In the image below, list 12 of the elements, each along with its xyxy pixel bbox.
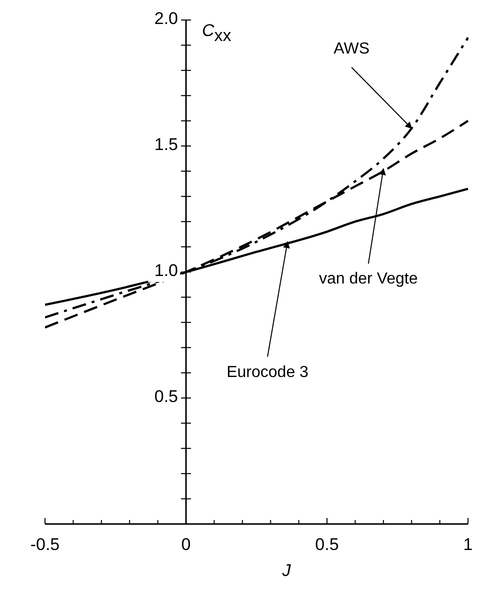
y-tick-label: 2.0	[154, 9, 178, 28]
annotation: van der Vegte	[319, 270, 418, 288]
x-tick-label: 0	[181, 535, 191, 554]
x-tick-label: 0.5	[315, 535, 339, 554]
annotation: Eurocode 3	[226, 364, 309, 381]
y-tick-label: 1.0	[154, 261, 178, 280]
y-tick-label: 0.5	[154, 387, 178, 406]
y-tick-label: 1.5	[154, 135, 178, 154]
x-axis-title: J	[281, 561, 292, 580]
x-tick-label: 1	[463, 535, 473, 554]
x-tick-label: -0.5	[30, 535, 60, 554]
annotation: AWS	[334, 40, 370, 58]
